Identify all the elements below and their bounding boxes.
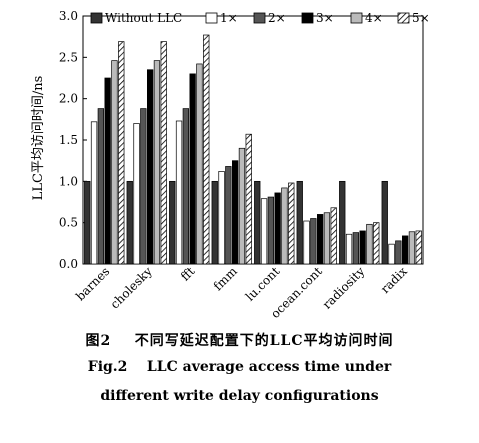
- x-tick-label: cholesky: [108, 264, 155, 311]
- bar-cholesky-series-1: [133, 123, 140, 265]
- bar-fmm-series-3: [232, 160, 239, 265]
- bar-fft-series-2: [182, 108, 190, 265]
- bar-radix-series-0: [381, 180, 388, 265]
- y-tick-label: 0.5: [59, 216, 78, 230]
- x-tick-label: radix: [378, 264, 410, 296]
- bar-cholesky-series-5: [160, 41, 167, 265]
- bar-lu-cont-series-3: [274, 192, 281, 265]
- figure-caption-english-line2: different write delay configurations: [0, 388, 479, 404]
- bar-ocean-cont-series-5: [330, 207, 337, 265]
- bar-ocean-cont-series-2: [310, 218, 317, 265]
- legend-swatch-5: [397, 12, 410, 24]
- bar-cholesky-series-0: [126, 180, 133, 265]
- bar-fft-series-5: [203, 34, 210, 265]
- bar-fft-series-4: [196, 63, 203, 265]
- y-tick-label: 2.5: [59, 50, 78, 64]
- caption-en-line1: LLC average access time under: [146, 359, 392, 375]
- bar-fmm-series-5: [245, 133, 252, 265]
- bar-ocean-cont-series-4: [323, 212, 331, 265]
- bar-radiosity-series-5: [373, 222, 380, 265]
- bar-radix-series-3: [402, 235, 409, 265]
- caption-en-line2: different write delay configurations: [100, 388, 379, 404]
- y-tick-label: 1.0: [59, 174, 78, 188]
- legend: Without LLC 1× 2× 3× 4× 5×: [90, 11, 430, 25]
- bar-barnes-series-4: [111, 60, 118, 265]
- x-tick-label: barnes: [73, 264, 112, 303]
- legend-swatch-2: [253, 12, 266, 24]
- bar-fmm-series-0: [211, 180, 218, 265]
- legend-label-4: 4×: [365, 11, 383, 25]
- legend-label-5: 5×: [412, 11, 430, 25]
- legend-swatch-4: [350, 12, 363, 24]
- y-axis-label: LLC平均访问时间/ns: [31, 76, 46, 201]
- legend-swatch-3: [301, 12, 314, 24]
- x-tick-label: radiosity: [320, 264, 368, 312]
- bar-fft-series-0: [169, 180, 176, 265]
- bar-radiosity-series-0: [339, 180, 346, 265]
- legend-label-0: Without LLC: [105, 11, 182, 25]
- y-tick-label: 3.0: [59, 9, 78, 23]
- bar-fmm-series-2: [225, 166, 232, 265]
- figure-caption-chinese: 图2 不同写延迟配置下的LLC平均访问时间: [0, 330, 479, 350]
- bar-barnes-series-5: [118, 41, 125, 265]
- bar-barnes-series-1: [90, 121, 98, 265]
- x-tick-label: fmm: [211, 264, 241, 294]
- legend-label-2: 2×: [268, 11, 286, 25]
- bar-cholesky-series-2: [140, 108, 147, 265]
- bar-radiosity-series-1: [345, 233, 353, 265]
- caption-cn-label: 图2: [85, 333, 112, 349]
- y-tick-label: 2.0: [59, 92, 78, 106]
- bar-lu-cont-series-0: [254, 180, 261, 265]
- bar-lu-cont-series-1: [260, 198, 268, 265]
- caption-en-label: Fig.2: [87, 359, 128, 375]
- bar-lu-cont-series-5: [288, 182, 295, 265]
- legend-label-3: 3×: [316, 11, 334, 25]
- bar-cholesky-series-4: [153, 60, 161, 265]
- bar-fft-series-1: [175, 120, 183, 265]
- figure-caption-english-line1: Fig.2 LLC average access time under: [0, 359, 479, 375]
- x-tick-label: fft: [178, 264, 197, 283]
- bar-radiosity-series-4: [366, 223, 373, 265]
- bar-radix-series-2: [395, 240, 402, 265]
- bar-radiosity-series-2: [352, 232, 359, 265]
- bar-ocean-cont-series-3: [317, 214, 324, 265]
- legend-swatch-0: [90, 12, 103, 24]
- bar-cholesky-series-3: [147, 69, 154, 265]
- bar-radiosity-series-3: [359, 230, 366, 265]
- x-tick-label: lu.cont: [243, 264, 283, 304]
- bar-barnes-series-3: [104, 77, 111, 265]
- bar-radix-series-5: [415, 230, 422, 265]
- bar-radix-series-4: [408, 231, 416, 265]
- legend-label-1: 1×: [220, 11, 238, 25]
- bar-barnes-series-0: [84, 180, 91, 265]
- bar-radix-series-1: [388, 243, 395, 265]
- bar-fmm-series-1: [218, 171, 225, 265]
- y-tick-label: 1.5: [59, 133, 78, 147]
- legend-swatch-1: [205, 12, 218, 24]
- y-tick-label: 0.0: [59, 257, 78, 271]
- bar-fmm-series-4: [238, 147, 246, 265]
- bar-lu-cont-series-4: [281, 187, 288, 265]
- bar-lu-cont-series-2: [267, 196, 274, 265]
- bar-barnes-series-2: [97, 108, 105, 265]
- bar-fft-series-3: [189, 73, 196, 265]
- caption-cn-text: 不同写延迟配置下的LLC平均访问时间: [134, 333, 394, 349]
- bar-ocean-cont-series-1: [303, 220, 310, 265]
- bar-ocean-cont-series-0: [296, 180, 303, 265]
